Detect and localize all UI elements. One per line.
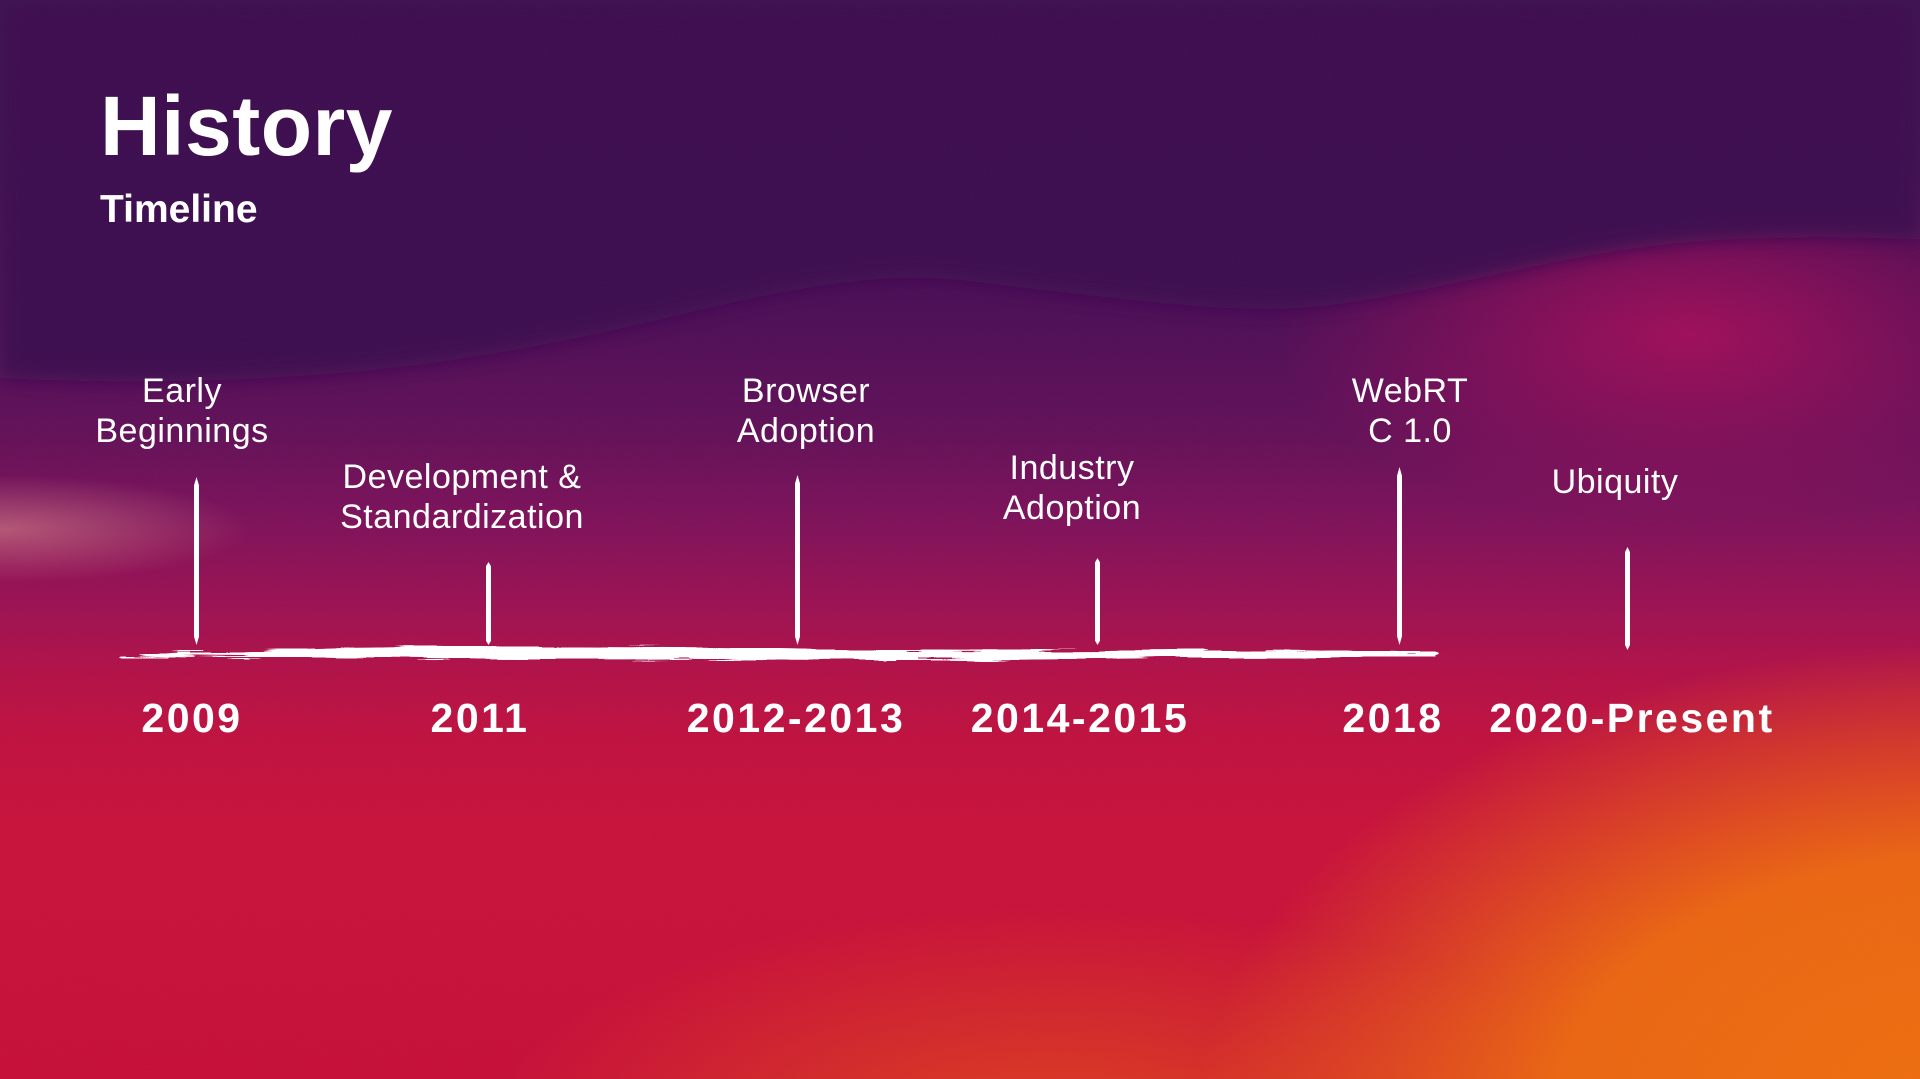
event-year: 2011 [430,695,530,741]
event-label: Ubiquity [1551,463,1679,501]
tick-mark [486,562,491,645]
tick-mark [1095,558,1100,645]
tick-mark [1397,467,1402,645]
tick-mark [1625,547,1630,650]
event-label: Industry Adoption [1002,449,1142,527]
event-year: 2020-Present [1489,695,1775,741]
tick-mark [795,475,800,645]
event-year: 2018 [1342,695,1444,741]
event-year: 2012-2013 [686,695,906,741]
tick-mark [194,477,199,645]
event-label: Early Beginnings [95,372,269,450]
event-year: 2009 [141,695,243,741]
event-year: 2014-2015 [970,695,1190,741]
page-subtitle: Timeline [100,188,258,231]
page-title: History [100,79,393,173]
event-label: Browser Adoption [736,372,876,450]
timeline-axis-line [120,646,1438,660]
event-label: WebRT C 1.0 [1351,372,1469,450]
event-label: Development & Standardization [340,458,584,536]
